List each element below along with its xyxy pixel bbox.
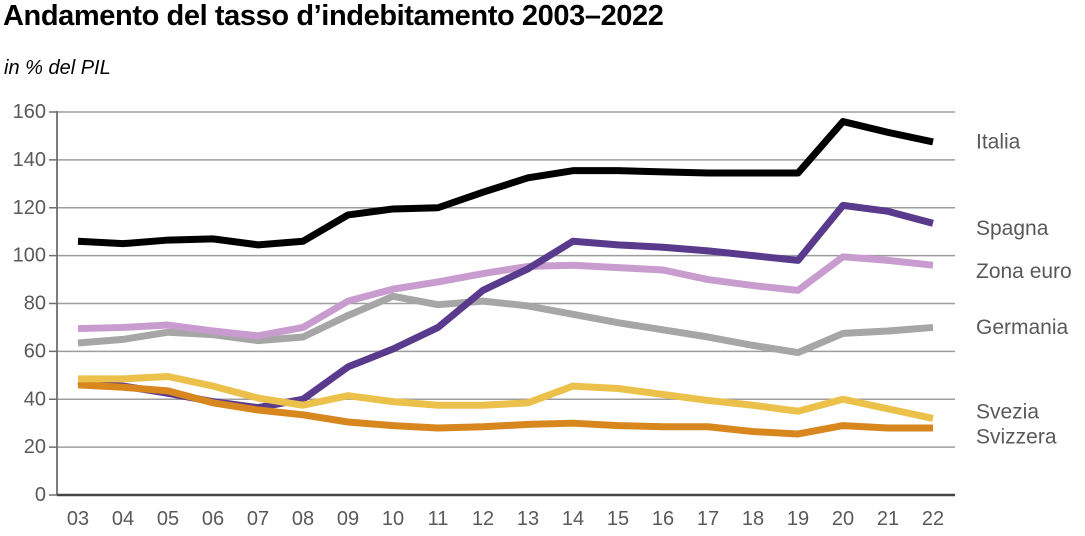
- series-label-italia: Italia: [976, 130, 1021, 153]
- series-label-germania: Germania: [976, 316, 1069, 339]
- x-tick-label-19: 19: [787, 508, 809, 530]
- series-label-svizzera: Svizzera: [976, 425, 1057, 448]
- series-line-italia: [77, 118, 934, 249]
- y-tick-label-60: 60: [24, 340, 46, 362]
- series-line-zona-euro: [77, 253, 934, 340]
- x-tick-label-15: 15: [607, 508, 629, 530]
- x-tick-label-05: 05: [157, 508, 179, 530]
- x-tick-label-22: 22: [922, 508, 944, 530]
- series-line-svizzera: [77, 381, 933, 438]
- y-tick-label-20: 20: [24, 436, 46, 458]
- x-tick-label-21: 21: [877, 508, 899, 530]
- y-tick-label-140: 140: [13, 149, 46, 171]
- series-line-svezia: [78, 373, 934, 422]
- x-tick-label-09: 09: [337, 508, 359, 530]
- x-tick-label-10: 10: [382, 508, 404, 530]
- y-tick-label-0: 0: [35, 484, 46, 506]
- x-tick-label-18: 18: [742, 508, 764, 530]
- x-tick-label-04: 04: [112, 508, 134, 530]
- series-line-germania: [77, 292, 934, 357]
- chart-subtitle: in % del PIL: [4, 57, 111, 79]
- x-tick-label-13: 13: [517, 508, 539, 530]
- series-label-svezia: Svezia: [976, 400, 1039, 423]
- x-tick-label-16: 16: [652, 508, 674, 530]
- y-tick-label-120: 120: [13, 197, 46, 219]
- x-tick-label-12: 12: [472, 508, 494, 530]
- x-tick-label-07: 07: [247, 508, 269, 530]
- y-tick-label-80: 80: [24, 293, 46, 315]
- x-tick-label-11: 11: [428, 508, 449, 530]
- x-tick-label-03: 03: [67, 508, 89, 530]
- y-tick-label-100: 100: [13, 245, 46, 267]
- x-tick-label-06: 06: [202, 508, 224, 530]
- y-tick-label-40: 40: [24, 388, 46, 410]
- y-tick-label-160: 160: [13, 101, 46, 123]
- x-tick-label-17: 17: [697, 508, 719, 530]
- x-tick-label-08: 08: [292, 508, 314, 530]
- series-label-spagna: Spagna: [976, 217, 1049, 240]
- chart-title: Andamento del tasso d’indebitamento 2003…: [3, 0, 664, 32]
- x-tick-label-14: 14: [562, 508, 584, 530]
- x-tick-label-20: 20: [832, 508, 854, 530]
- series-label-zona-euro: Zona euro: [976, 260, 1072, 283]
